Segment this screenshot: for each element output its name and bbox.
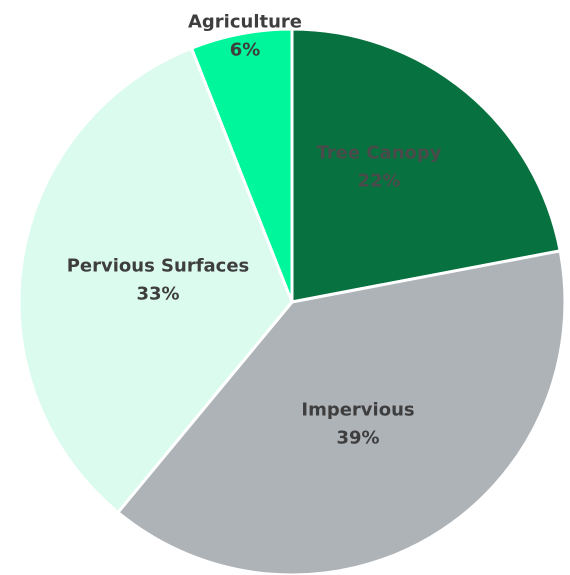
pie-slices	[17, 27, 567, 575]
slice-label-impervious: Impervious	[301, 400, 414, 421]
slice-value-pervious-surfaces: 33%	[136, 284, 179, 305]
slice-label-tree-canopy: Tree Canopy	[316, 143, 441, 164]
slice-value-impervious: 39%	[336, 428, 379, 449]
slice-pervious-surfaces[interactable]	[17, 46, 294, 514]
slice-impervious[interactable]	[116, 249, 567, 575]
slice-label-agriculture: Agriculture	[188, 12, 302, 33]
pie-labels: Tree Canopy 22% Impervious 39% Pervious Surf…	[67, 12, 442, 449]
slice-agriculture[interactable]	[190, 27, 294, 304]
slice-value-agriculture: 6%	[230, 40, 261, 61]
slice-label-pervious-surfaces: Pervious Surfaces	[67, 256, 250, 277]
slice-value-tree-canopy: 22%	[357, 171, 400, 192]
slice-tree-canopy[interactable]	[290, 27, 562, 304]
